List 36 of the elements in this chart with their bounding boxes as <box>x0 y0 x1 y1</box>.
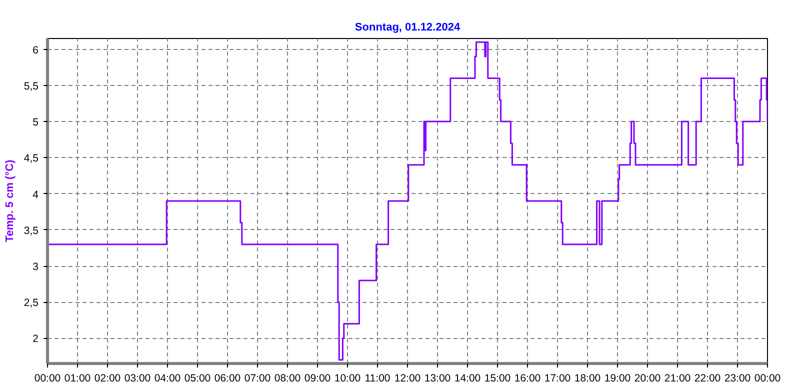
y-tick-label: 5 <box>32 116 39 129</box>
x-tick-label: 22:00 <box>694 372 721 384</box>
x-tick-label: 00:00 <box>34 372 61 384</box>
y-tick-label: 4 <box>32 188 39 201</box>
x-tick-label: 17:00 <box>544 372 571 384</box>
y-axis-title: Temp. 5 cm (°C) <box>4 159 16 242</box>
x-tick-label: 14:00 <box>454 372 481 384</box>
x-tick-label: 06:00 <box>214 372 241 384</box>
y-tick-label: 3,5 <box>24 224 39 237</box>
x-tick-label: 07:00 <box>244 372 271 384</box>
x-tick-label: 10:00 <box>334 372 361 384</box>
chart-title: Sonntag, 01.12.2024 <box>354 22 461 34</box>
x-tick-label: 09:00 <box>304 372 331 384</box>
y-tick-label: 6 <box>32 44 39 56</box>
x-tick-label: 20:00 <box>634 372 661 384</box>
x-tick-label: 23:00 <box>724 372 751 384</box>
x-tick-label: 04:00 <box>154 372 181 384</box>
x-tick-label: 15:00 <box>484 372 511 384</box>
x-tick-label: 11:00 <box>364 372 390 384</box>
y-tick-label: 3 <box>32 261 39 273</box>
x-tick-label: 05:00 <box>184 372 211 384</box>
x-tick-label: 13:00 <box>424 372 451 384</box>
x-tick-label: 12:00 <box>394 372 421 384</box>
y-tick-label: 2 <box>32 333 39 346</box>
y-tick-label: 4,5 <box>24 152 39 165</box>
x-tick-label: 21:00 <box>664 372 691 384</box>
y-tick-label: 5,5 <box>24 80 39 92</box>
x-tick-label: 18:00 <box>574 372 601 384</box>
x-tick-label: 00:00 <box>754 372 781 384</box>
y-tick-label: 2,5 <box>24 297 39 310</box>
x-tick-label: 19:00 <box>604 372 631 384</box>
x-tick-label: 01:00 <box>64 372 91 384</box>
x-tick-label: 16:00 <box>514 372 541 384</box>
x-tick-label: 02:00 <box>94 372 121 384</box>
x-tick-label: 08:00 <box>274 372 301 384</box>
x-tick-label: 03:00 <box>124 372 151 384</box>
